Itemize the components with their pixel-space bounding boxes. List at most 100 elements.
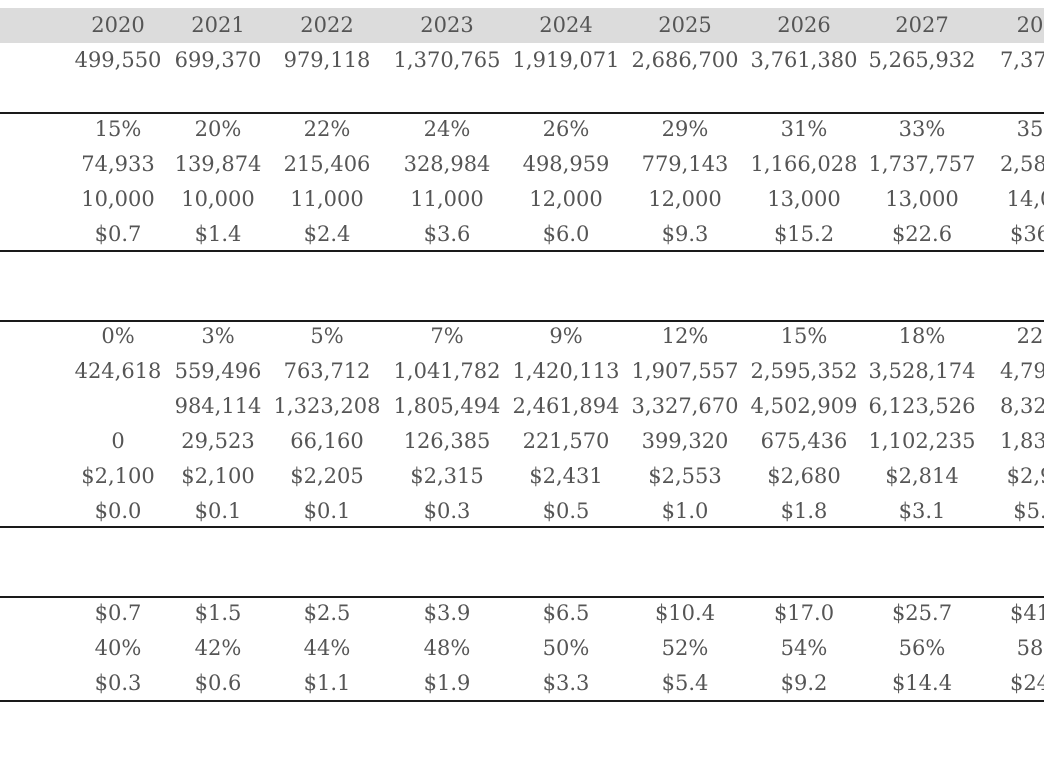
table-cell[interactable]: $2,680 (767, 464, 841, 488)
table-cell[interactable]: 14,0 (1006, 187, 1044, 211)
table-cell[interactable]: $22.6 (891, 222, 953, 246)
table-cell[interactable]: $2.5 (303, 601, 351, 625)
table-cell[interactable]: $0.1 (303, 499, 351, 523)
year-header-cell[interactable]: 2027 (895, 13, 949, 37)
table-cell[interactable]: $0.3 (94, 671, 142, 695)
table-cell[interactable]: 7% (430, 324, 464, 348)
table-cell[interactable]: $1.5 (194, 601, 242, 625)
table-cell[interactable]: $25.7 (891, 601, 953, 625)
table-cell[interactable]: 126,385 (403, 429, 491, 453)
table-cell[interactable]: 7,372 (999, 48, 1044, 72)
table-cell[interactable]: 44% (303, 636, 351, 660)
table-cell[interactable]: 12,000 (529, 187, 603, 211)
table-cell[interactable]: 1,737,757 (868, 152, 976, 176)
table-cell[interactable]: 4,502,909 (750, 394, 858, 418)
table-cell[interactable]: 1,102,235 (868, 429, 976, 453)
table-cell[interactable]: 33% (898, 117, 946, 141)
table-cell[interactable]: 763,712 (283, 359, 371, 383)
table-cell[interactable]: $15.2 (773, 222, 835, 246)
year-header-cell[interactable]: 2023 (420, 13, 474, 37)
table-cell[interactable]: 979,118 (283, 48, 371, 72)
table-cell[interactable]: $0.1 (194, 499, 242, 523)
table-cell[interactable]: 328,984 (403, 152, 491, 176)
table-cell[interactable]: 499,550 (74, 48, 162, 72)
table-cell[interactable]: 66,160 (290, 429, 364, 453)
table-cell[interactable]: 424,618 (74, 359, 162, 383)
table-cell[interactable]: 1,907,557 (631, 359, 739, 383)
table-cell[interactable]: $6.0 (542, 222, 590, 246)
table-cell[interactable]: 1,323,208 (273, 394, 381, 418)
year-header-cell[interactable]: 2022 (300, 13, 354, 37)
table-cell[interactable]: 10,000 (81, 187, 155, 211)
table-cell[interactable]: 12% (661, 324, 709, 348)
table-cell[interactable]: $2,553 (648, 464, 722, 488)
table-cell[interactable]: $3.6 (423, 222, 471, 246)
table-cell[interactable]: 2,461,894 (512, 394, 620, 418)
table-cell[interactable]: $1.1 (303, 671, 351, 695)
table-cell[interactable]: 0% (101, 324, 135, 348)
table-cell[interactable]: 1,041,782 (393, 359, 501, 383)
table-cell[interactable]: $1.8 (780, 499, 828, 523)
table-cell[interactable]: 50% (542, 636, 590, 660)
year-header-cell[interactable]: 2026 (777, 13, 831, 37)
table-cell[interactable]: $24 (1009, 671, 1044, 695)
year-header-cell[interactable]: 2021 (191, 13, 245, 37)
table-cell[interactable]: $9.3 (661, 222, 709, 246)
table-cell[interactable]: $5.4 (661, 671, 709, 695)
table-cell[interactable]: $2,431 (529, 464, 603, 488)
year-header-cell[interactable]: 20 (1016, 13, 1044, 37)
table-cell[interactable]: 11,000 (290, 187, 364, 211)
table-cell[interactable]: $2.4 (303, 222, 351, 246)
table-cell[interactable]: 29% (661, 117, 709, 141)
table-cell[interactable]: $0.6 (194, 671, 242, 695)
table-cell[interactable]: $2,9 (1006, 464, 1044, 488)
table-cell[interactable]: 10,000 (181, 187, 255, 211)
table-cell[interactable]: $17.0 (773, 601, 835, 625)
table-cell[interactable]: 1,370,765 (393, 48, 501, 72)
table-cell[interactable]: 1,805,494 (393, 394, 501, 418)
table-cell[interactable]: $2,814 (885, 464, 959, 488)
table-cell[interactable]: 3,761,380 (750, 48, 858, 72)
table-cell[interactable]: 6,123,526 (868, 394, 976, 418)
table-cell[interactable]: $1.4 (194, 222, 242, 246)
table-cell[interactable]: $6.5 (542, 601, 590, 625)
table-cell[interactable]: 1,420,113 (512, 359, 620, 383)
table-cell[interactable]: 74,933 (81, 152, 155, 176)
year-header-cell[interactable]: 2025 (658, 13, 712, 37)
table-cell[interactable]: 779,143 (641, 152, 729, 176)
table-cell[interactable]: 9% (549, 324, 583, 348)
table-cell[interactable]: 40% (94, 636, 142, 660)
table-cell[interactable]: 54% (780, 636, 828, 660)
table-cell[interactable]: $5. (1013, 499, 1044, 523)
table-cell[interactable]: 139,874 (174, 152, 262, 176)
table-cell[interactable]: 29,523 (181, 429, 255, 453)
table-cell[interactable]: $10.4 (654, 601, 716, 625)
table-cell[interactable]: 22 (1016, 324, 1044, 348)
table-cell[interactable]: 2,595,352 (750, 359, 858, 383)
table-cell[interactable]: $0.3 (423, 499, 471, 523)
table-cell[interactable]: 3,327,670 (631, 394, 739, 418)
table-cell[interactable]: 13,000 (885, 187, 959, 211)
table-cell[interactable]: $3.1 (898, 499, 946, 523)
table-cell[interactable]: $0.7 (94, 601, 142, 625)
table-cell[interactable]: 58 (1016, 636, 1044, 660)
table-cell[interactable]: 31% (780, 117, 828, 141)
table-cell[interactable]: $36 (1009, 222, 1044, 246)
table-cell[interactable]: $1.0 (661, 499, 709, 523)
table-cell[interactable]: 0 (111, 429, 125, 453)
table-cell[interactable]: 12,000 (648, 187, 722, 211)
table-cell[interactable]: $2,100 (81, 464, 155, 488)
table-cell[interactable]: 2,580 (999, 152, 1044, 176)
table-cell[interactable]: 1,919,071 (512, 48, 620, 72)
table-cell[interactable]: 498,959 (522, 152, 610, 176)
table-cell[interactable]: 399,320 (641, 429, 729, 453)
table-cell[interactable]: $1.9 (423, 671, 471, 695)
table-cell[interactable]: 15% (780, 324, 828, 348)
table-cell[interactable]: 699,370 (174, 48, 262, 72)
table-cell[interactable]: 215,406 (283, 152, 371, 176)
table-cell[interactable]: $41 (1009, 601, 1044, 625)
table-cell[interactable]: $2,205 (290, 464, 364, 488)
table-cell[interactable]: 984,114 (174, 394, 262, 418)
table-cell[interactable]: 24% (423, 117, 471, 141)
table-cell[interactable]: 3,528,174 (868, 359, 976, 383)
